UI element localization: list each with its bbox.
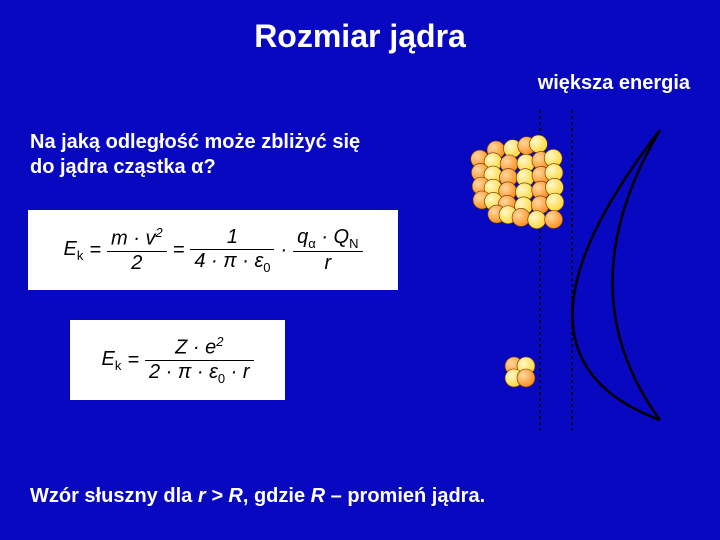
equation-2: Ek = Z · e2 2 · π · ε0 · r — [70, 320, 285, 400]
bottom-note: Wzór słuszny dla r > R, gdzie R – promie… — [30, 485, 485, 508]
energy-label: większa energia — [538, 72, 690, 95]
slide-title: Rozmiar jądra — [0, 18, 720, 55]
equation-1: Ek = m · v2 2 = 1 4 · π · ε0 · qα · QN r — [28, 210, 398, 290]
trajectory-inner — [573, 130, 661, 420]
trajectory-outer — [613, 130, 661, 420]
alpha-particle — [505, 357, 535, 387]
nucleus — [471, 135, 564, 229]
question-text: Na jaką odległość może zbliżyć się do ją… — [30, 130, 360, 180]
question-line1: Na jaką odległość może zbliżyć się — [30, 131, 360, 153]
scattering-diagram — [410, 110, 700, 430]
question-line2: do jądra cząstka α? — [30, 156, 216, 178]
